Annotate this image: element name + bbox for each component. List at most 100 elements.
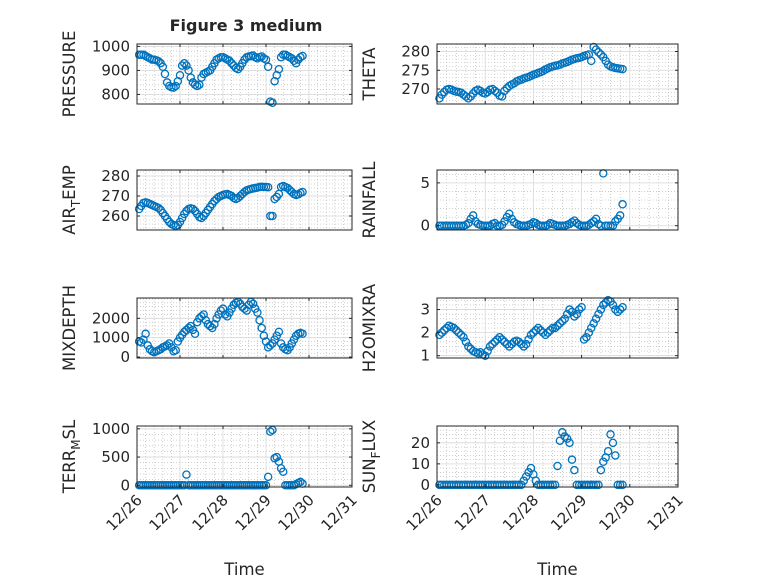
data-point: [531, 218, 541, 228]
data-point: [452, 326, 461, 335]
data-point: [526, 330, 536, 340]
data-point: [197, 213, 206, 223]
data-point: [180, 58, 189, 68]
data-markers: [134, 181, 307, 231]
axes-box: [436, 425, 679, 488]
data-point: [278, 467, 288, 476]
data-point: [517, 480, 526, 490]
data-point: [464, 94, 473, 103]
data-point: [274, 64, 284, 74]
data-point: [584, 328, 594, 337]
ticks: [136, 44, 353, 104]
data-point: [603, 221, 613, 230]
data-point: [459, 332, 468, 342]
data-point: [449, 323, 459, 333]
data-point: [171, 81, 180, 91]
data-point: [572, 218, 582, 228]
y-tick-label: 270: [101, 187, 130, 205]
data-point: [567, 218, 577, 227]
data-point: [611, 217, 620, 226]
ticks: [136, 426, 353, 487]
y-axis-label: PRESSURE: [60, 31, 79, 118]
grid: [436, 43, 679, 105]
data-point: [596, 465, 606, 475]
data-point: [268, 211, 277, 221]
plot-area: [137, 44, 352, 104]
subplot-h2omixra: 1 2 3 H2OMIXRA: [360, 283, 679, 372]
y-tick-label: 1000: [92, 329, 130, 347]
data-point: [263, 472, 273, 482]
data-point: [594, 309, 603, 319]
data-point: [266, 341, 275, 350]
data-point: [553, 321, 562, 330]
data-point: [565, 305, 574, 314]
data-point: [560, 314, 569, 324]
data-point: [582, 332, 591, 342]
y-tick-label: 10: [411, 455, 430, 473]
data-point: [558, 316, 567, 326]
data-point: [242, 306, 251, 315]
data-point: [536, 326, 545, 335]
y-tick-label: 1000: [92, 37, 130, 55]
y-tick-label: 0: [120, 348, 130, 366]
grid: [436, 170, 679, 230]
data-point: [220, 310, 230, 319]
data-point: [180, 481, 189, 490]
data-point: [514, 480, 524, 490]
data-point: [199, 310, 208, 319]
data-point: [272, 452, 281, 462]
data-point: [227, 58, 236, 68]
ticks: [436, 426, 679, 487]
data-point: [261, 481, 271, 490]
data-markers: [435, 42, 627, 103]
data-point: [618, 64, 627, 74]
axes-box: [136, 169, 353, 231]
data-point: [188, 204, 198, 214]
data-point: [177, 61, 187, 70]
data-point: [502, 339, 512, 349]
data-point: [514, 337, 524, 347]
data-point: [546, 326, 555, 335]
data-point: [560, 432, 569, 441]
y-axis-label: H2OMIXRA: [360, 283, 379, 372]
data-point: [519, 342, 529, 351]
data-point: [594, 480, 603, 490]
data-point: [579, 221, 589, 230]
data-point: [524, 468, 533, 477]
axes-box: [136, 425, 353, 488]
y-tick-label: 270: [401, 80, 430, 98]
axes-box: [136, 43, 353, 105]
data-point: [233, 64, 243, 74]
data-point: [500, 86, 509, 96]
data-point: [586, 323, 596, 333]
data-point: [483, 346, 492, 356]
data-point: [274, 327, 284, 337]
y-axis-label: AIRTEMP: [60, 165, 83, 235]
data-point: [298, 187, 307, 197]
data-point: [538, 221, 548, 230]
ticks: [136, 170, 353, 230]
data-point: [615, 211, 625, 220]
data-point: [567, 455, 577, 464]
data-point: [618, 480, 627, 490]
data-point: [270, 194, 279, 204]
plot-area: [437, 426, 678, 487]
data-point: [611, 305, 620, 314]
data-point: [169, 83, 178, 92]
y-tick-label: 800: [101, 85, 130, 103]
data-point: [577, 302, 586, 312]
data-point: [190, 329, 200, 339]
data-point: [550, 480, 560, 490]
data-point: [517, 339, 526, 349]
ticks: [436, 44, 679, 104]
data-point: [439, 326, 449, 335]
data-point: [435, 330, 444, 340]
data-point: [589, 319, 598, 328]
data-markers: [134, 425, 307, 490]
data-point: [531, 326, 541, 335]
data-point: [589, 480, 598, 490]
data-point: [608, 438, 618, 448]
axes-box: [436, 297, 679, 359]
data-point: [266, 427, 275, 436]
